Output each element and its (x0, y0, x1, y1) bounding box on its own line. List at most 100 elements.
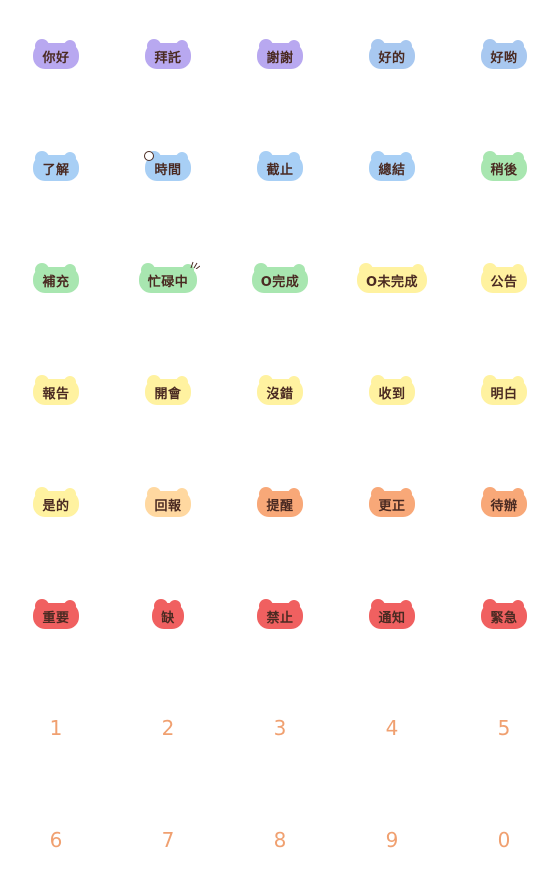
digit-sticker-3[interactable]: 3 (273, 716, 287, 740)
sticker-cell[interactable]: 提醒 (224, 448, 336, 560)
digit-sticker-8[interactable]: 8 (273, 828, 287, 852)
sticker-wancheng[interactable]: O完成 (251, 263, 309, 293)
sticker-label: 報告 (42, 386, 70, 402)
sticker-buchong[interactable]: 補充 (33, 263, 79, 293)
sticker-cell[interactable]: 是的 (0, 448, 112, 560)
digit-cell[interactable]: 8 (224, 784, 336, 896)
sticker-label: 通知 (378, 610, 406, 626)
digit-sticker-6[interactable]: 6 (49, 828, 63, 852)
sticker-blob (33, 151, 79, 181)
sticker-gonggao[interactable]: 公告 (481, 263, 527, 293)
sticker-tongzhi[interactable]: 通知 (369, 599, 415, 629)
sticker-shoudao[interactable]: 收到 (369, 375, 415, 405)
digit-cell[interactable]: 0 (448, 784, 560, 896)
digit-cell[interactable]: 2 (112, 672, 224, 784)
sticker-haode[interactable]: 好的 (369, 39, 415, 69)
sticker-cell[interactable]: O未完成 (336, 224, 448, 336)
sticker-meicuo[interactable]: 沒錯 (257, 375, 303, 405)
digit-sticker-4[interactable]: 4 (385, 716, 399, 740)
sticker-xiexie[interactable]: 謝謝 (257, 39, 303, 69)
sticker-cell[interactable]: 了解 (0, 112, 112, 224)
sticker-label: 忙碌中 (147, 274, 189, 290)
sticker-cell[interactable]: 忙碌中 (112, 224, 224, 336)
sticker-cell[interactable]: 好哟 (448, 0, 560, 112)
sticker-cell[interactable]: O完成 (224, 224, 336, 336)
sticker-cell[interactable]: 時間 (112, 112, 224, 224)
digit-sticker-2[interactable]: 2 (161, 716, 175, 740)
sticker-label: 沒錯 (266, 386, 294, 402)
sticker-label: O完成 (260, 274, 300, 290)
digit-sticker-1[interactable]: 1 (49, 716, 63, 740)
sticker-cell[interactable]: 好的 (336, 0, 448, 112)
sticker-cell[interactable]: 開會 (112, 336, 224, 448)
digit-sticker-5[interactable]: 5 (497, 716, 511, 740)
sticker-weiwancheng[interactable]: O未完成 (356, 263, 428, 293)
sticker-cell[interactable]: 明白 (448, 336, 560, 448)
sticker-label: 好的 (378, 50, 406, 66)
sticker-blob (369, 599, 415, 629)
sticker-jiezhi[interactable]: 截止 (257, 151, 303, 181)
sticker-cell[interactable]: 拜託 (112, 0, 224, 112)
sticker-cell[interactable]: 更正 (336, 448, 448, 560)
sticker-label: 緊急 (490, 610, 518, 626)
digit-cell[interactable]: 4 (336, 672, 448, 784)
sticker-kaihui[interactable]: 開會 (145, 375, 191, 405)
sticker-zongjie[interactable]: 總結 (369, 151, 415, 181)
sticker-shide[interactable]: 是的 (33, 487, 79, 517)
sticker-daiban[interactable]: 待辦 (481, 487, 527, 517)
sticker-label: 是的 (42, 498, 70, 514)
sticker-blob (481, 599, 527, 629)
sticker-cell[interactable]: 謝謝 (224, 0, 336, 112)
sticker-label: 提醒 (266, 498, 294, 514)
sticker-blob (481, 375, 527, 405)
sticker-nihao[interactable]: 你好 (33, 39, 79, 69)
sticker-cell[interactable]: 稍後 (448, 112, 560, 224)
sticker-shaohou[interactable]: 稍後 (481, 151, 527, 181)
digit-sticker-9[interactable]: 9 (385, 828, 399, 852)
sticker-haoyo[interactable]: 好哟 (481, 39, 527, 69)
sticker-label: 明白 (490, 386, 518, 402)
sticker-jinzhi[interactable]: 禁止 (257, 599, 303, 629)
sticker-baogao[interactable]: 報告 (33, 375, 79, 405)
digit-cell[interactable]: 5 (448, 672, 560, 784)
sticker-label: 更正 (378, 498, 406, 514)
sticker-cell[interactable]: 總結 (336, 112, 448, 224)
sticker-blob (369, 39, 415, 69)
sticker-cell[interactable]: 禁止 (224, 560, 336, 672)
sticker-tixing[interactable]: 提醒 (257, 487, 303, 517)
sticker-mingbai[interactable]: 明白 (481, 375, 527, 405)
sticker-blob (481, 39, 527, 69)
digit-cell[interactable]: 6 (0, 784, 112, 896)
sticker-cell[interactable]: 缺 (112, 560, 224, 672)
digit-cell[interactable]: 9 (336, 784, 448, 896)
sticker-cell[interactable]: 待辦 (448, 448, 560, 560)
digit-cell[interactable]: 3 (224, 672, 336, 784)
digit-cell[interactable]: 1 (0, 672, 112, 784)
sticker-cell[interactable]: 通知 (336, 560, 448, 672)
sticker-baituo[interactable]: 拜託 (145, 39, 191, 69)
sticker-label: 謝謝 (266, 50, 294, 66)
sticker-jinji[interactable]: 緊急 (481, 599, 527, 629)
sticker-cell[interactable]: 回報 (112, 448, 224, 560)
digit-sticker-7[interactable]: 7 (161, 828, 175, 852)
sticker-huibao[interactable]: 回報 (145, 487, 191, 517)
sticker-blob (481, 151, 527, 181)
sticker-cell[interactable]: 截止 (224, 112, 336, 224)
sticker-shijian[interactable]: 時間 (144, 151, 191, 181)
sticker-manluzhong[interactable]: 忙碌中 (138, 261, 201, 293)
sticker-gengzheng[interactable]: 更正 (369, 487, 415, 517)
digit-cell[interactable]: 7 (112, 784, 224, 896)
sticker-zhongyao[interactable]: 重要 (33, 599, 79, 629)
sticker-cell[interactable]: 你好 (0, 0, 112, 112)
sticker-blob (152, 599, 184, 629)
sticker-cell[interactable]: 報告 (0, 336, 112, 448)
sticker-cell[interactable]: 沒錯 (224, 336, 336, 448)
sticker-cell[interactable]: 收到 (336, 336, 448, 448)
sticker-que[interactable]: 缺 (152, 599, 184, 629)
sticker-liaojie[interactable]: 了解 (33, 151, 79, 181)
sticker-cell[interactable]: 公告 (448, 224, 560, 336)
digit-sticker-0[interactable]: 0 (497, 828, 511, 852)
sticker-cell[interactable]: 補充 (0, 224, 112, 336)
sticker-cell[interactable]: 重要 (0, 560, 112, 672)
sticker-cell[interactable]: 緊急 (448, 560, 560, 672)
